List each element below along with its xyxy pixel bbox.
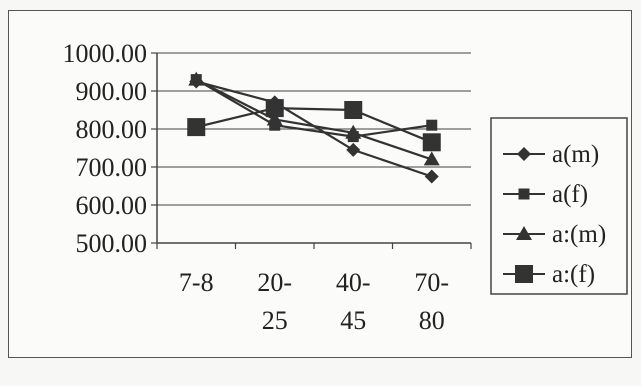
legend-box	[490, 117, 628, 295]
legend-entry: a:(m)	[503, 221, 606, 248]
x-tick-label: 7-8	[179, 268, 214, 297]
y-tick-label: 700.00	[76, 153, 148, 182]
y-tick-label: 600.00	[76, 191, 148, 220]
series-group	[187, 71, 441, 184]
legend-label: a(m)	[552, 141, 599, 168]
data-point	[423, 151, 440, 166]
legend-label: a:(m)	[552, 221, 606, 248]
legend-label: a:(f)	[552, 261, 595, 288]
x-tick-label: 70-80	[414, 268, 449, 335]
grid-lines	[157, 52, 471, 206]
legend-entry: a:(f)	[503, 261, 595, 288]
series-4	[187, 99, 441, 152]
data-point	[265, 99, 284, 118]
series-3	[188, 71, 440, 166]
y-tick-label: 800.00	[76, 115, 148, 144]
data-point	[187, 118, 206, 137]
legend-entry: a(f)	[503, 181, 588, 208]
legend-marker	[517, 147, 531, 161]
data-point	[424, 169, 439, 184]
legend-marker	[515, 265, 533, 283]
series-line	[195, 78, 433, 161]
y-tick-label: 500.00	[76, 229, 148, 258]
data-point	[266, 111, 283, 126]
data-point	[344, 101, 363, 119]
legend-marker	[518, 188, 530, 200]
series-line	[195, 78, 432, 138]
legend-label: a(f)	[552, 181, 588, 208]
y-axis-ticks: 1000.00 900.00 800.00 700.00 600.00 500.00	[63, 39, 148, 258]
x-axis-ticks: 7-8 20-25 40-45 70-80	[179, 268, 449, 335]
y-tick-label: 1000.00	[63, 39, 148, 68]
data-point	[346, 142, 361, 157]
data-point	[426, 119, 438, 131]
data-point	[345, 124, 362, 139]
data-point	[422, 133, 441, 152]
x-tick-label: 40-45	[336, 268, 371, 335]
y-tick-label: 900.00	[76, 77, 148, 106]
legend-entry: a(m)	[503, 141, 599, 168]
data-point	[188, 71, 205, 86]
x-tick-label: 20-25	[257, 268, 292, 335]
legend: a(m) a(f) a:(m) a:(f)	[490, 117, 628, 295]
series-line	[195, 106, 433, 144]
legend-marker	[516, 226, 532, 240]
axes	[151, 52, 472, 249]
